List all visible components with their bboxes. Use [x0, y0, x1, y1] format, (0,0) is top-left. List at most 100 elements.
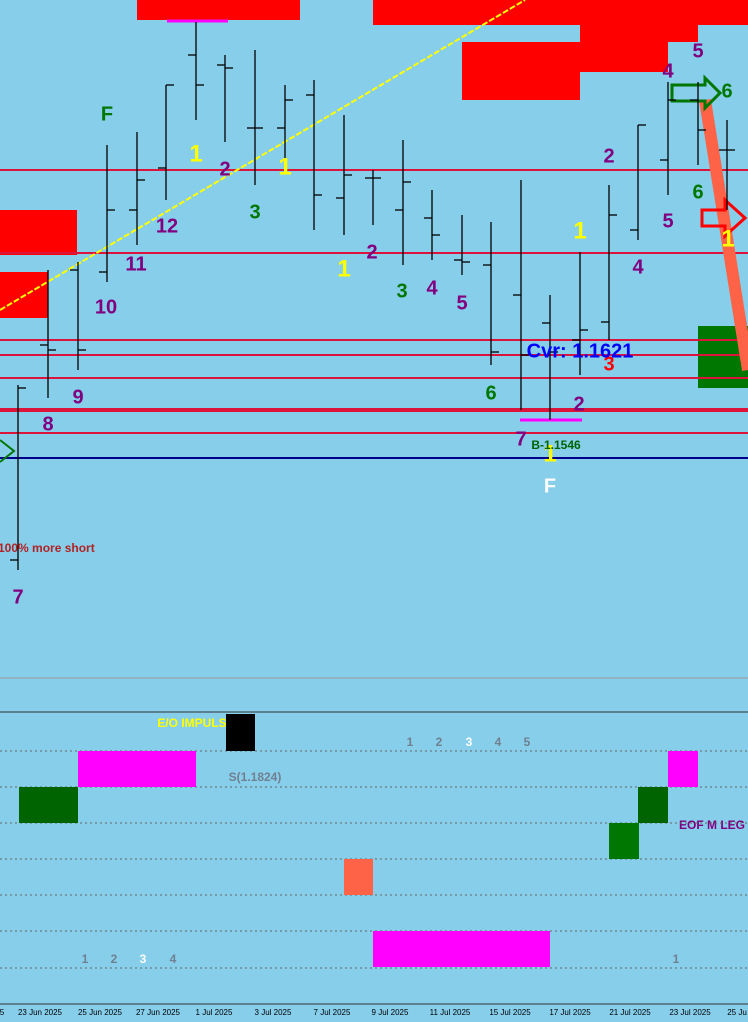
wave-label: 1: [337, 255, 350, 282]
wave-label: 6: [485, 382, 496, 404]
price-bar: [70, 262, 86, 370]
levels: [0, 169, 748, 459]
wave-label: 5: [692, 40, 703, 62]
price-bar: [719, 120, 735, 210]
wave-label: F: [544, 475, 556, 497]
wave-label: 2: [603, 145, 614, 167]
date-label: 25 Jun 2025: [78, 1008, 123, 1017]
price-bar: [690, 82, 706, 165]
count-label: 4: [170, 952, 177, 966]
wave-label: 7: [515, 428, 526, 450]
wave-label: 6: [692, 181, 703, 203]
buy-label: B-1.1546: [531, 438, 581, 452]
count-label: 2: [111, 952, 118, 966]
impulse-label: E/O IMPULSE: [157, 716, 234, 730]
wave-label: 8: [42, 413, 53, 435]
cover-label: Cvr: 1.1621: [527, 340, 634, 362]
leg-label: EOF M LEG: [679, 818, 745, 832]
zone: [580, 25, 698, 42]
block: [668, 751, 698, 787]
wave-label: 3: [396, 280, 407, 302]
price-bar: [483, 222, 499, 365]
price-bar: [277, 85, 293, 160]
price-bar: [129, 132, 145, 245]
block: [78, 751, 196, 787]
price-bar: [601, 185, 617, 340]
price-bar: [40, 270, 56, 398]
arrow: [0, 439, 16, 463]
count-label: 4: [495, 735, 502, 749]
price-bar: [247, 50, 263, 185]
zone: [137, 0, 300, 20]
wave-label: 1: [721, 225, 734, 252]
price-bar: [660, 82, 676, 195]
zones: [0, 0, 748, 388]
price-bar: [336, 115, 352, 235]
wave-label: 10: [95, 296, 117, 318]
wave-label: 11: [125, 253, 146, 275]
arrow: [670, 74, 723, 112]
count-label: 3: [140, 952, 147, 966]
count-label: 1: [82, 952, 89, 966]
date-label: 7 Jul 2025: [314, 1008, 351, 1017]
price-bar: [306, 80, 322, 230]
wave-label: F: [101, 103, 113, 125]
price-bar: [365, 170, 381, 225]
indicator-blocks: [19, 714, 698, 967]
price-bar: [572, 252, 588, 375]
date-label: 21 Jul 2025: [609, 1008, 651, 1017]
block: [344, 859, 373, 895]
wave-label: 1: [189, 140, 202, 167]
wave-label: 5: [456, 292, 467, 314]
arrow: [700, 196, 748, 240]
date-label: 27 Jun 2025: [136, 1008, 181, 1017]
date-label: 25 Ju: [727, 1008, 747, 1017]
price-bar: [454, 215, 470, 275]
zone: [373, 0, 748, 25]
price-bar: [513, 180, 529, 410]
price-bar: [217, 55, 233, 142]
count-label: 2: [436, 735, 443, 749]
wave-label: 2: [573, 393, 584, 415]
date-label: 11 Jul 2025: [430, 1008, 471, 1017]
wave-label: 1: [573, 217, 586, 244]
date-label: 1 Jul 2025: [196, 1008, 233, 1017]
count-label: 1: [673, 952, 680, 966]
zone: [462, 42, 668, 72]
date-label: 5: [0, 1008, 5, 1017]
wave-label: 12: [156, 215, 178, 237]
count-label: 1: [407, 735, 414, 749]
wave-label: 3: [249, 201, 260, 223]
price-bar: [99, 145, 115, 282]
date-label: 3 Jul 2025: [255, 1008, 292, 1017]
wave-label: 1: [278, 153, 291, 180]
price-bar: [158, 84, 174, 200]
count-label: 3: [466, 735, 473, 749]
block: [226, 714, 255, 751]
wave-label: 4: [426, 277, 438, 299]
block: [19, 787, 78, 823]
price-bar: [188, 22, 204, 120]
date-label: 9 Jul 2025: [372, 1008, 409, 1017]
wave-label: 4: [662, 60, 674, 82]
trend-line: [0, 0, 526, 311]
count-label: 5: [524, 735, 531, 749]
block: [609, 823, 639, 859]
price-bars: [10, 22, 735, 570]
price-bar: [395, 140, 411, 265]
wave-label: 2: [219, 158, 230, 180]
price-bar: [424, 190, 440, 260]
price-bar: [10, 385, 26, 570]
block: [373, 931, 550, 967]
price-bar: [630, 124, 646, 240]
note: r a reason to be 100% more short: [0, 541, 95, 555]
block: [638, 787, 668, 823]
price-bar: [542, 295, 558, 420]
wave-label: 2: [366, 241, 377, 263]
wave-label: 7: [12, 586, 23, 608]
wave-label: 5: [662, 210, 673, 232]
date-label: 15 Jul 2025: [489, 1008, 531, 1017]
